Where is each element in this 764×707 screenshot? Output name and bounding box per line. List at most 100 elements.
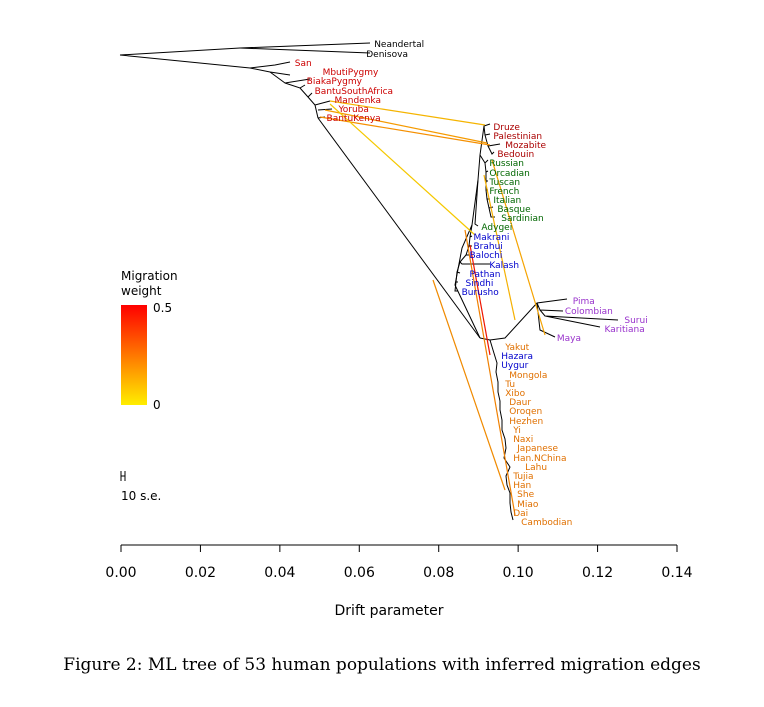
leaf-label: Druze	[493, 123, 520, 133]
leaf-label: Sindhi	[466, 279, 494, 289]
leaf-label: Karitiana	[605, 325, 645, 335]
leaf-label: Naxi	[513, 435, 533, 445]
leaf-label: Sardinian	[501, 214, 543, 224]
legend-title-line1: Migration	[121, 269, 178, 283]
leaf-label: Palestinian	[493, 132, 542, 142]
leaf-label: Maya	[557, 334, 581, 344]
leaf-label: BiakaPygmy	[307, 77, 363, 87]
x-tick-label: 0.04	[264, 565, 295, 581]
branch-europe	[479, 154, 495, 218]
branch-bantusa	[307, 92, 313, 98]
legend-min-label: 0	[153, 398, 161, 412]
branch-colombian	[536, 302, 564, 312]
leaf-label: Italian	[493, 196, 521, 206]
leaf-label: Neandertal	[374, 40, 424, 50]
leaf-label: Lahu	[525, 463, 547, 473]
leaf-label: She	[517, 490, 534, 500]
migration-edge	[324, 109, 488, 144]
leaf-label: Han.NChina	[513, 454, 566, 464]
leaf-label: Tu	[504, 380, 515, 390]
leaf-label: Bedouin	[497, 150, 534, 160]
legend-max-label: 0.5	[153, 301, 172, 315]
leaf-label: Xibo	[505, 389, 525, 399]
scale-bar-icon	[120, 471, 126, 481]
leaf-label: Balochi	[470, 251, 503, 261]
leaf-label: French	[489, 187, 519, 197]
migration-edge	[469, 244, 491, 356]
x-tick-label: 0.08	[423, 565, 454, 581]
leaf-label: Yi	[512, 426, 521, 436]
leaf-label: Dai	[513, 509, 528, 519]
leaf-label: Hezhen	[509, 417, 543, 427]
migration-edge	[491, 159, 546, 336]
x-tick-label: 0.00	[105, 565, 136, 581]
leaf-label: Colombian	[565, 307, 613, 317]
leaf-label: Miao	[517, 500, 539, 510]
x-tick-label: 0.12	[582, 565, 613, 581]
leaf-label: Cambodian	[521, 518, 572, 528]
legend-gradient-bar	[121, 305, 147, 405]
x-tick-label: 0.10	[503, 565, 534, 581]
leaf-label: Japanese	[516, 444, 558, 454]
branch-east-asia	[489, 339, 514, 521]
x-axis: 0.00 0.02 0.04 0.06 0.08 0.10 0.12 0.14 Drift p…	[105, 544, 693, 619]
leaf-label: Adygei	[481, 223, 512, 233]
branch-out-of-africa	[317, 117, 481, 339]
migration-edge	[329, 103, 476, 236]
branch-middle-east	[483, 125, 501, 155]
x-tick-label: 0.14	[661, 565, 692, 581]
leaf-label: BantuKenya	[327, 114, 381, 124]
branch-adygei	[474, 179, 479, 227]
migration-legend: Migration weight 0.5 0 10 s.e.	[120, 269, 178, 503]
leaf-label: Russian	[489, 159, 524, 169]
leaf-label: Hazara	[501, 352, 533, 362]
legend-title-line2: weight	[121, 284, 162, 298]
x-tick-label: 0.06	[344, 565, 375, 581]
leaf-label: Tuscan	[488, 178, 520, 188]
leaf-label: Basque	[497, 205, 531, 215]
leaf-label: Makrani	[473, 233, 509, 243]
branch-mandenka	[314, 100, 331, 106]
leaf-label: Uygur	[501, 361, 528, 371]
branch-yoruba	[317, 108, 333, 111]
leaf-label: Oroqen	[509, 407, 542, 417]
branch-mbuti	[269, 71, 311, 84]
migration-edge	[319, 116, 491, 146]
branch-african-core	[299, 87, 319, 119]
leaf-label: Mongola	[509, 371, 547, 381]
leaf-label: Han	[513, 481, 531, 491]
leaf-label: BantuSouthAfrica	[315, 87, 393, 97]
leaf-label: Burusho	[462, 288, 500, 298]
figure-caption: Figure 2: ML tree of 53 human population…	[63, 655, 701, 675]
leaf-label: Brahui	[473, 242, 502, 252]
leaf-label: Daur	[509, 398, 531, 408]
x-axis-title: Drift parameter	[335, 603, 444, 619]
leaf-label: San	[295, 59, 312, 69]
branch-south-asia	[454, 224, 490, 292]
branch-amazon	[539, 309, 619, 328]
branch-denisova	[239, 47, 371, 54]
migration-edge	[464, 229, 516, 516]
leaf-label: Yoruba	[337, 105, 368, 115]
leaf-label: Surui	[624, 316, 647, 326]
leaf-label: Tujia	[512, 472, 533, 482]
branch-east-stem	[479, 298, 568, 341]
branch-root-modern	[119, 54, 291, 69]
migration-edge	[432, 279, 506, 491]
migration-edge	[483, 174, 516, 321]
branch-root-archaic	[119, 42, 371, 56]
leaf-label: Pathan	[470, 270, 501, 280]
x-tick-label: 0.02	[185, 565, 216, 581]
branch-biaka	[284, 82, 306, 89]
leaf-label: Mandenka	[334, 96, 381, 106]
leaf-label: Orcadian	[489, 169, 529, 179]
leaf-label: Denisova	[366, 50, 408, 60]
scale-bar-label: 10 s.e.	[121, 489, 161, 503]
leaf-label: Pima	[573, 297, 595, 307]
migration-edge	[329, 100, 486, 126]
leaf-label: Kalash	[489, 261, 519, 271]
leaf-label: Yakut	[504, 343, 529, 353]
leaf-label: MbutiPygmy	[323, 68, 379, 78]
